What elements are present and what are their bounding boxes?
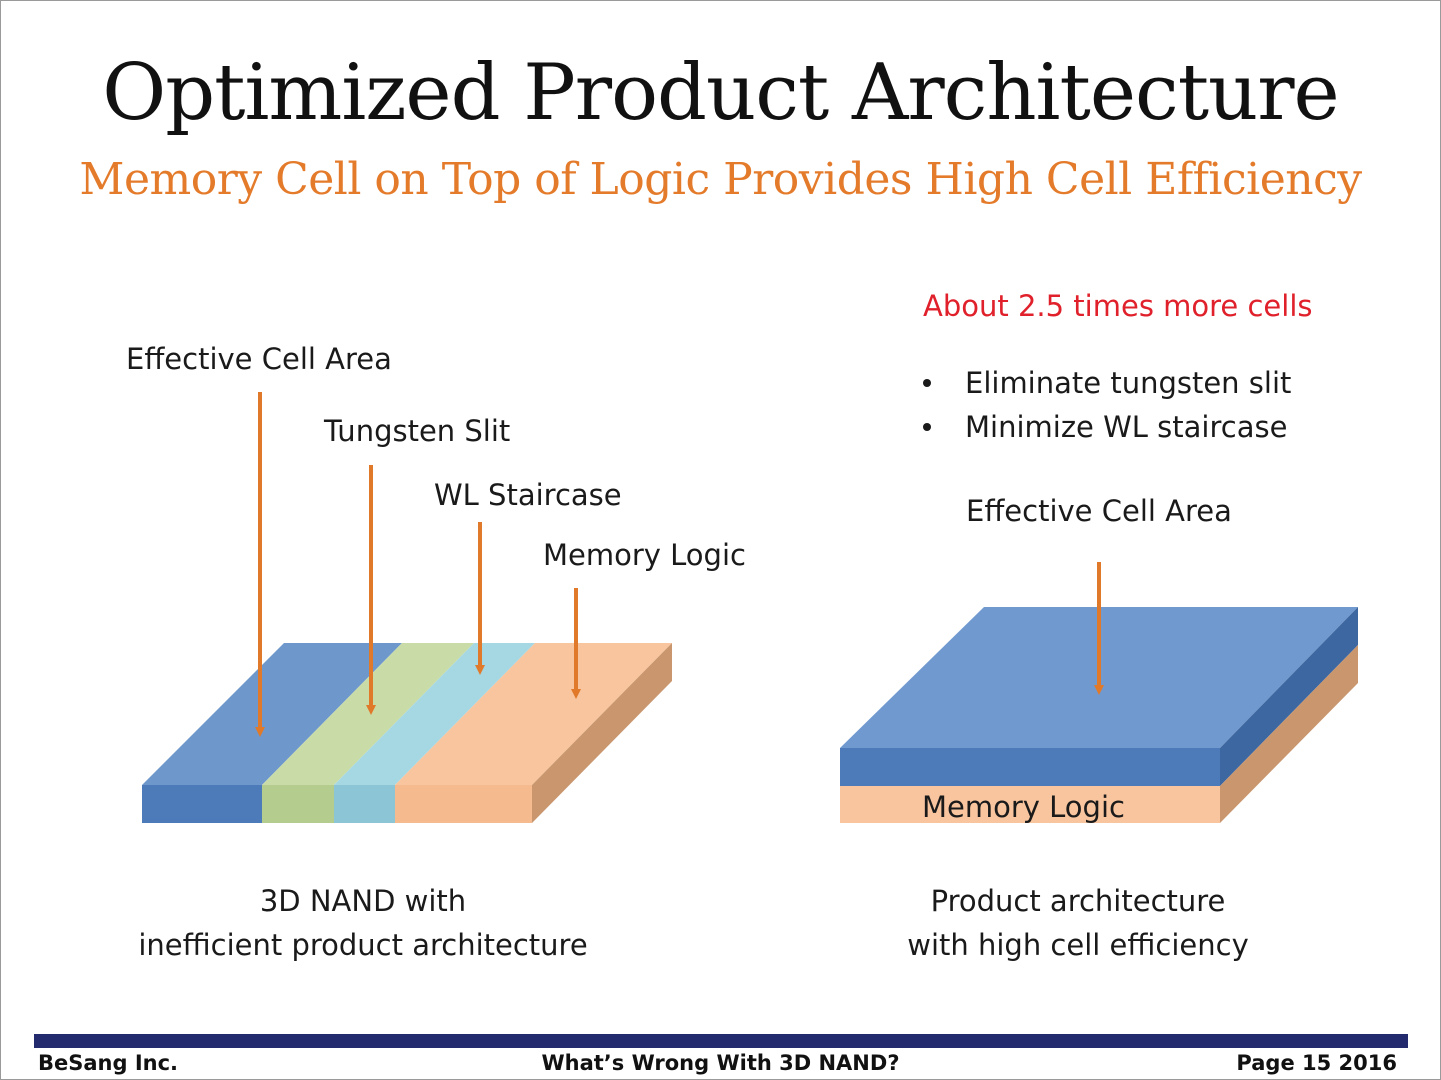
left-block-side bbox=[532, 643, 672, 823]
footer-title: What’s Wrong With 3D NAND? bbox=[541, 1051, 900, 1075]
footer-company: BeSang Inc. bbox=[38, 1051, 179, 1075]
left-cell-area-top bbox=[142, 643, 402, 785]
slide-title: Optimized Product Architecture bbox=[102, 48, 1339, 138]
label-tungsten-slit: Tungsten Slit bbox=[324, 414, 511, 448]
right-caption-line1: Product architecture bbox=[930, 884, 1226, 918]
bullet-minimize-wl-staircase: Minimize WL staircase bbox=[965, 410, 1288, 444]
bullet-eliminate-tungsten-slit: Eliminate tungsten slit bbox=[965, 366, 1292, 400]
label-effective-cell-area: Effective Cell Area bbox=[126, 342, 392, 376]
left-caption-line2: inefficient product architecture bbox=[138, 928, 588, 962]
left-tungsten-slit-front bbox=[262, 785, 334, 823]
label-wl-staircase: WL Staircase bbox=[434, 478, 622, 512]
right-cell-side bbox=[1220, 607, 1358, 786]
left-caption-line1: 3D NAND with bbox=[259, 884, 467, 918]
slide-subtitle: Memory Cell on Top of Logic Provides Hig… bbox=[79, 154, 1362, 205]
footer-bar bbox=[34, 1034, 1408, 1048]
label-right-memory-logic: Memory Logic bbox=[922, 790, 1125, 824]
bullet-dot bbox=[923, 423, 931, 431]
left-wl-staircase-top bbox=[334, 643, 535, 785]
left-wl-staircase-front bbox=[334, 785, 395, 823]
label-memory-logic: Memory Logic bbox=[543, 538, 746, 572]
left-cell-area-front bbox=[142, 785, 262, 823]
right-caption-line2: with high cell efficiency bbox=[907, 928, 1249, 962]
highlight-more-cells: About 2.5 times more cells bbox=[923, 289, 1313, 323]
left-memory-logic-top bbox=[395, 643, 672, 785]
right-logic-front bbox=[840, 786, 1220, 823]
right-logic-side bbox=[1220, 645, 1358, 823]
label-right-effective-cell-area: Effective Cell Area bbox=[966, 494, 1232, 528]
left-block bbox=[142, 643, 672, 823]
bullet-dot bbox=[923, 379, 931, 387]
footer-page: Page 15 2016 bbox=[1236, 1051, 1397, 1075]
left-memory-logic-front bbox=[395, 785, 532, 823]
right-cell-front bbox=[840, 748, 1220, 786]
